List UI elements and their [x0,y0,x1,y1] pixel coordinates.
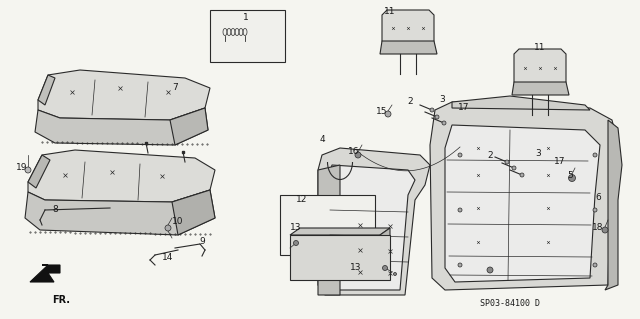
Text: 7: 7 [172,83,178,92]
Text: 10: 10 [172,218,184,226]
Text: 2: 2 [487,151,493,160]
Circle shape [458,263,462,267]
Circle shape [602,227,608,233]
Text: 17: 17 [458,103,470,113]
Circle shape [458,208,462,212]
Polygon shape [38,75,55,105]
Circle shape [568,174,575,182]
Polygon shape [170,108,208,145]
Circle shape [512,166,516,170]
Polygon shape [28,155,50,188]
Text: 8: 8 [52,205,58,214]
Polygon shape [382,10,434,46]
Circle shape [430,108,434,112]
Circle shape [385,111,391,117]
Circle shape [383,265,387,271]
Polygon shape [30,265,60,282]
Text: 3: 3 [535,149,541,158]
Text: 12: 12 [296,196,308,204]
Text: 2: 2 [407,98,413,107]
Circle shape [505,160,509,164]
Circle shape [394,272,397,276]
Text: FR.: FR. [52,295,70,305]
Circle shape [520,173,524,177]
Text: 18: 18 [592,224,604,233]
Polygon shape [380,228,390,280]
Polygon shape [445,125,600,282]
Polygon shape [290,228,390,235]
Text: 9: 9 [199,238,205,247]
Circle shape [294,241,298,246]
Text: 4: 4 [319,136,325,145]
Text: SP03-84100 D: SP03-84100 D [480,299,540,308]
Circle shape [25,167,31,173]
Bar [280,195,375,255]
Text: 6: 6 [595,194,601,203]
Circle shape [165,225,171,231]
Polygon shape [318,148,430,295]
Polygon shape [38,70,210,120]
Text: 5: 5 [567,170,573,180]
Polygon shape [318,165,340,295]
Bar [290,235,390,280]
Circle shape [593,208,597,212]
Circle shape [593,153,597,157]
Text: 11: 11 [534,43,546,53]
Text: 15: 15 [376,108,388,116]
Polygon shape [380,41,437,54]
Polygon shape [328,165,415,290]
Polygon shape [25,190,215,235]
Circle shape [355,152,361,158]
Polygon shape [430,102,618,290]
Text: 1: 1 [243,13,249,23]
Circle shape [593,263,597,267]
Circle shape [442,121,446,125]
Text: 11: 11 [384,8,396,17]
Polygon shape [28,150,215,202]
Polygon shape [172,190,215,235]
Polygon shape [452,96,590,110]
Bar [210,10,285,62]
Text: 14: 14 [163,254,173,263]
Circle shape [435,115,439,119]
Text: 3: 3 [439,95,445,105]
Polygon shape [512,82,569,95]
Text: 13: 13 [350,263,362,272]
Circle shape [458,153,462,157]
Text: 16: 16 [348,147,360,157]
Polygon shape [605,120,622,290]
Text: 17: 17 [554,158,566,167]
Circle shape [487,267,493,273]
Text: 19: 19 [16,164,28,173]
Polygon shape [35,108,208,145]
Text: 13: 13 [291,224,301,233]
Polygon shape [514,49,566,87]
